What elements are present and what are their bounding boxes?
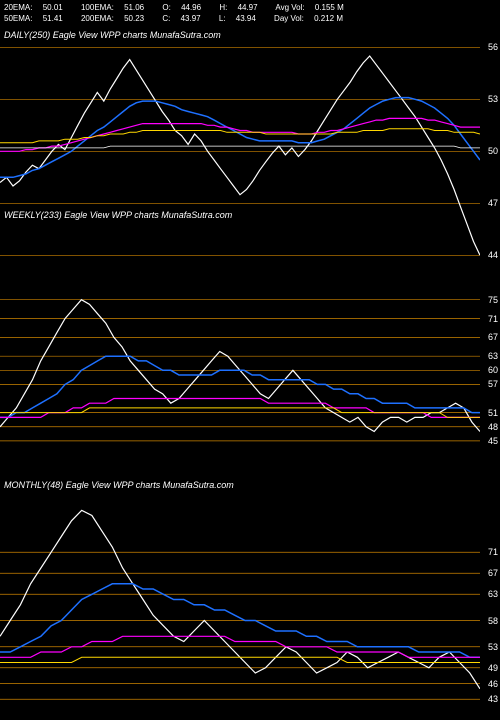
panel-label-weekly: WEEKLY(233) Eagle View WPP charts Munafa… bbox=[4, 210, 232, 220]
y-tick-label: 60 bbox=[488, 365, 498, 375]
y-tick-label: 45 bbox=[488, 436, 498, 446]
chart-svg-daily bbox=[0, 30, 480, 290]
y-tick-label: 49 bbox=[488, 663, 498, 673]
y-tick-label: 57 bbox=[488, 379, 498, 389]
series-ema200 bbox=[0, 146, 480, 148]
series-price bbox=[0, 56, 480, 255]
y-tick-label: 58 bbox=[488, 616, 498, 626]
y-tick-label: 48 bbox=[488, 422, 498, 432]
header-line-1: 20EMA: 50.01 100EMA: 51.06 O: 44.96 H: 4… bbox=[4, 2, 360, 13]
y-tick-label: 44 bbox=[488, 250, 498, 260]
y-tick-label: 63 bbox=[488, 351, 498, 361]
chart-svg-weekly bbox=[0, 295, 480, 455]
panel-daily bbox=[0, 30, 480, 290]
panel-label-daily: DAILY(250) Eagle View WPP charts MunafaS… bbox=[4, 30, 221, 40]
panel-weekly bbox=[0, 295, 480, 455]
y-tick-label: 46 bbox=[488, 679, 498, 689]
header-line-2: 50EMA: 51.41 200EMA: 50.23 C: 43.97 L: 4… bbox=[4, 13, 360, 24]
y-tick-label: 67 bbox=[488, 332, 498, 342]
y-tick-label: 63 bbox=[488, 589, 498, 599]
y-tick-label: 43 bbox=[488, 694, 498, 704]
y-tick-label: 71 bbox=[488, 314, 498, 324]
header-stats: 20EMA: 50.01 100EMA: 51.06 O: 44.96 H: 4… bbox=[4, 2, 360, 24]
series-price bbox=[0, 300, 480, 432]
y-tick-label: 47 bbox=[488, 198, 498, 208]
y-tick-label: 67 bbox=[488, 568, 498, 578]
panel-label-monthly: MONTHLY(48) Eagle View WPP charts Munafa… bbox=[4, 480, 234, 490]
y-tick-label: 71 bbox=[488, 547, 498, 557]
y-tick-label: 53 bbox=[488, 94, 498, 104]
panel-monthly bbox=[0, 505, 480, 715]
y-tick-label: 56 bbox=[488, 42, 498, 52]
y-tick-label: 51 bbox=[488, 408, 498, 418]
chart-svg-monthly bbox=[0, 505, 480, 715]
y-tick-label: 53 bbox=[488, 642, 498, 652]
y-tick-label: 75 bbox=[488, 295, 498, 305]
y-tick-label: 50 bbox=[488, 146, 498, 156]
